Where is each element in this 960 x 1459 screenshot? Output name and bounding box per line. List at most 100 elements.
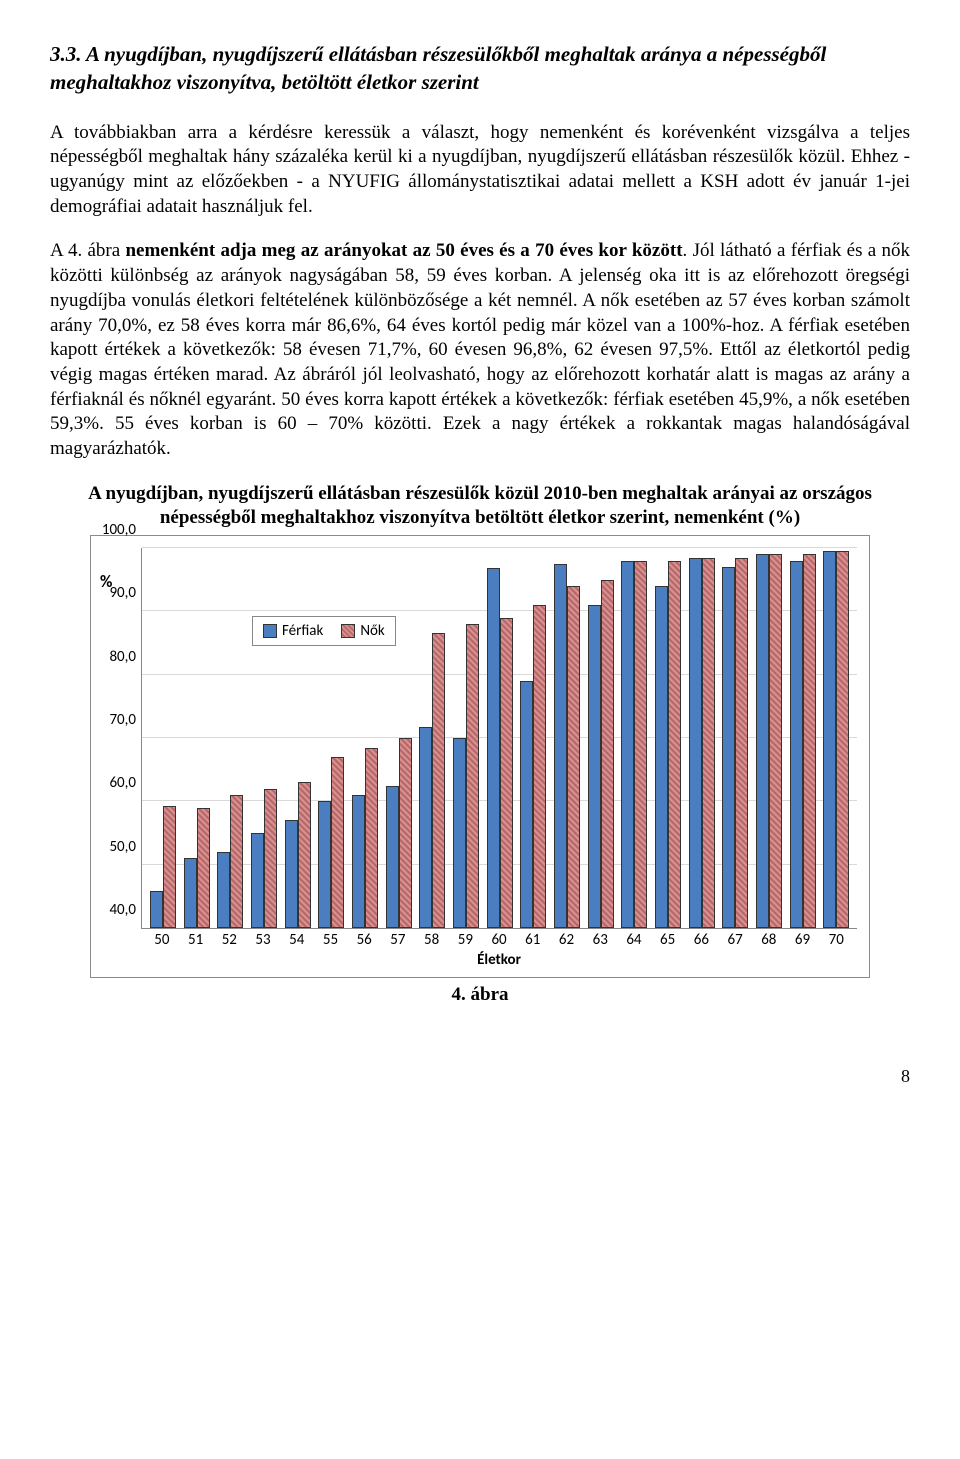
x-tick-label: 61 bbox=[516, 931, 550, 949]
y-tick-label: 60,0 bbox=[96, 774, 136, 792]
bar-group bbox=[617, 548, 651, 928]
bar-female bbox=[702, 558, 715, 929]
bars-container bbox=[142, 548, 857, 928]
bar-group bbox=[584, 548, 618, 928]
bar-group bbox=[786, 548, 820, 928]
x-tick-label: 63 bbox=[583, 931, 617, 949]
bar-male bbox=[554, 564, 567, 928]
bar-group bbox=[550, 548, 584, 928]
bar-group bbox=[382, 548, 416, 928]
bar-male bbox=[520, 681, 533, 928]
x-tick-label: 62 bbox=[550, 931, 584, 949]
bar-male bbox=[217, 852, 230, 928]
bar-group bbox=[752, 548, 786, 928]
bar-female bbox=[533, 605, 546, 928]
x-tick-label: 66 bbox=[685, 931, 719, 949]
bar-female bbox=[399, 738, 412, 928]
paragraph-1: A továbbiakban arra a kérdésre keressük … bbox=[50, 121, 910, 220]
bar-female bbox=[836, 551, 849, 928]
section-heading: 3.3. A nyugdíjban, nyugdíjszerű ellátásb… bbox=[50, 40, 910, 97]
x-tick-label: 57 bbox=[381, 931, 415, 949]
bar-group bbox=[718, 548, 752, 928]
bar-group bbox=[180, 548, 214, 928]
bar-group bbox=[247, 548, 281, 928]
bar-female bbox=[298, 782, 311, 928]
bar-female bbox=[601, 580, 614, 928]
paragraph-2: A 4. ábra nemenként adja meg az arányoka… bbox=[50, 239, 910, 461]
bar-group bbox=[516, 548, 550, 928]
x-axis-labels: 5051525354555657585960616263646566676869… bbox=[141, 929, 857, 949]
x-tick-label: 64 bbox=[617, 931, 651, 949]
bar-female bbox=[432, 633, 445, 928]
y-axis-unit: % bbox=[100, 571, 112, 592]
page-number: 8 bbox=[50, 1066, 910, 1087]
bar-male bbox=[386, 786, 399, 929]
x-tick-label: 59 bbox=[448, 931, 482, 949]
bar-female bbox=[365, 748, 378, 929]
x-tick-label: 54 bbox=[280, 931, 314, 949]
emphasis-bold: nemenként adja meg az arányokat az 50 év… bbox=[125, 240, 682, 261]
y-tick-label: 80,0 bbox=[96, 648, 136, 666]
x-tick-label: 55 bbox=[314, 931, 348, 949]
x-tick-label: 50 bbox=[145, 931, 179, 949]
bar-male bbox=[588, 605, 601, 928]
y-tick-label: 50,0 bbox=[96, 838, 136, 856]
bar-male bbox=[318, 801, 331, 928]
bar-male bbox=[487, 568, 500, 928]
bar-group bbox=[651, 548, 685, 928]
x-tick-label: 70 bbox=[819, 931, 853, 949]
bar-male bbox=[150, 891, 163, 928]
bar-group bbox=[415, 548, 449, 928]
x-axis-title: Életkor bbox=[141, 949, 857, 973]
bar-female bbox=[163, 806, 176, 928]
bar-male bbox=[790, 561, 803, 928]
bar-chart: Férfiak Nők 40,050,060,070,080,090,0100,… bbox=[90, 535, 870, 978]
x-tick-label: 51 bbox=[179, 931, 213, 949]
x-tick-label: 52 bbox=[212, 931, 246, 949]
x-tick-label: 67 bbox=[718, 931, 752, 949]
bar-male bbox=[285, 820, 298, 928]
bar-female bbox=[735, 558, 748, 929]
bar-group bbox=[314, 548, 348, 928]
bar-group bbox=[685, 548, 719, 928]
x-tick-label: 68 bbox=[752, 931, 786, 949]
y-tick-label: 100,0 bbox=[96, 521, 136, 539]
y-tick-label: 40,0 bbox=[96, 901, 136, 919]
bar-male bbox=[419, 727, 432, 928]
bar-female bbox=[197, 808, 210, 928]
bar-male bbox=[689, 558, 702, 929]
bar-group bbox=[146, 548, 180, 928]
x-tick-label: 69 bbox=[786, 931, 820, 949]
x-tick-label: 65 bbox=[651, 931, 685, 949]
bar-male bbox=[756, 554, 769, 928]
bar-male bbox=[823, 551, 836, 928]
plot-area: Férfiak Nők 40,050,060,070,080,090,0100,… bbox=[141, 548, 857, 929]
bar-female bbox=[567, 586, 580, 928]
chart-title: A nyugdíjban, nyugdíjszerű ellátásban ré… bbox=[50, 482, 910, 531]
bar-female bbox=[264, 789, 277, 928]
bar-group bbox=[281, 548, 315, 928]
y-tick-label: 70,0 bbox=[96, 711, 136, 729]
bar-female bbox=[230, 795, 243, 928]
bar-male bbox=[184, 858, 197, 928]
bar-male bbox=[352, 795, 365, 928]
x-tick-label: 53 bbox=[246, 931, 280, 949]
figure-caption: 4. ábra bbox=[50, 984, 910, 1006]
bar-male bbox=[655, 586, 668, 928]
bar-male bbox=[722, 567, 735, 928]
bar-female bbox=[769, 554, 782, 928]
bar-female bbox=[803, 554, 816, 928]
x-tick-label: 56 bbox=[347, 931, 381, 949]
x-tick-label: 60 bbox=[482, 931, 516, 949]
bar-female bbox=[500, 618, 513, 928]
bar-male bbox=[621, 561, 634, 928]
bar-female bbox=[634, 561, 647, 928]
bar-group bbox=[449, 548, 483, 928]
bar-female bbox=[466, 624, 479, 928]
bar-male bbox=[453, 738, 466, 928]
figure-caption-text: 4. ábra bbox=[452, 984, 509, 1005]
bar-group bbox=[819, 548, 853, 928]
bar-group bbox=[483, 548, 517, 928]
bar-group bbox=[213, 548, 247, 928]
bar-female bbox=[331, 757, 344, 928]
